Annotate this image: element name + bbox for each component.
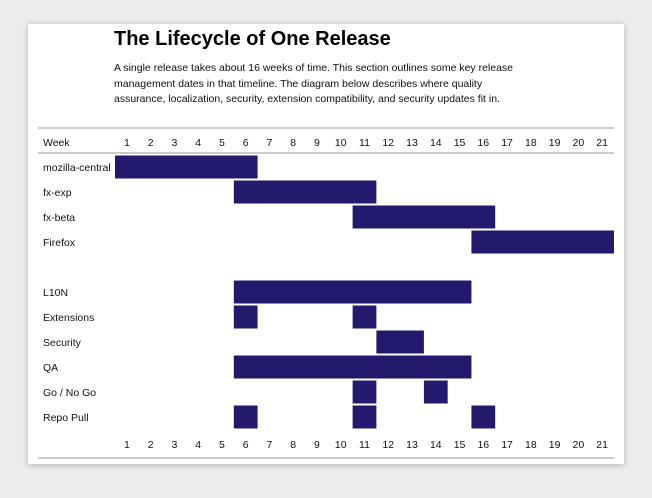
week-tick-label-bottom: 9: [314, 439, 320, 451]
week-tick-label-top: 8: [290, 137, 296, 149]
week-tick-label-top: 1: [124, 137, 130, 149]
row-label: QA: [43, 362, 58, 374]
week-tick-label-bottom: 4: [195, 439, 201, 451]
week-tick-label-bottom: 17: [501, 439, 513, 451]
timeline-bar: [233, 280, 472, 304]
week-tick-label-bottom: 1: [124, 439, 130, 451]
week-tick-label-top: 9: [314, 137, 320, 149]
timeline-bar: [423, 380, 448, 404]
week-tick-label-top: 10: [335, 137, 347, 149]
row-label: Firefox: [43, 237, 76, 249]
row-label: Security: [43, 337, 82, 349]
week-tick-label-bottom: 20: [573, 439, 585, 451]
week-tick-label-top: 21: [596, 137, 608, 149]
week-tick-label-bottom: 19: [549, 439, 561, 451]
timeline-bar: [233, 305, 258, 329]
week-tick-label-bottom: 21: [596, 439, 608, 451]
week-tick-label-bottom: 13: [406, 439, 418, 451]
week-tick-label-bottom: 2: [148, 439, 154, 451]
diagram-title: The Lifecycle of One Release: [114, 28, 391, 50]
timeline-bar: [115, 155, 258, 179]
timeline-bar: [471, 405, 496, 429]
timeline-bar: [233, 180, 377, 204]
week-header-label: Week: [43, 137, 70, 149]
week-tick-label-bottom: 16: [477, 439, 489, 451]
week-tick-label-top: 18: [525, 137, 537, 149]
timeline-bar: [233, 405, 258, 429]
timeline-bar: [352, 380, 377, 404]
week-tick-label-bottom: 12: [382, 439, 394, 451]
week-tick-label-bottom: 3: [171, 439, 177, 451]
week-tick-label-top: 2: [148, 137, 154, 149]
timeline-bar: [352, 205, 496, 229]
week-tick-label-bottom: 14: [430, 439, 442, 451]
timeline-bar: [471, 230, 614, 254]
row-label: L10N: [43, 287, 68, 299]
row-label: fx-exp: [43, 187, 72, 199]
week-tick-label-top: 5: [219, 137, 225, 149]
week-tick-label-top: 7: [267, 137, 273, 149]
week-tick-label-top: 3: [171, 137, 177, 149]
week-tick-label-top: 16: [477, 137, 489, 149]
week-tick-label-top: 17: [501, 137, 513, 149]
week-tick-label-bottom: 15: [454, 439, 466, 451]
week-tick-label-top: 20: [573, 137, 585, 149]
timeline-bar: [352, 405, 377, 429]
week-tick-label-top: 13: [406, 137, 418, 149]
week-tick-label-top: 15: [454, 137, 466, 149]
diagram-description: A single release takes about 16 weeks of…: [114, 62, 514, 105]
week-tick-label-bottom: 5: [219, 439, 225, 451]
week-tick-label-bottom: 10: [335, 439, 347, 451]
timeline-bar: [233, 355, 472, 379]
week-tick-label-top: 12: [382, 137, 394, 149]
timeline-bar: [376, 330, 424, 354]
week-tick-label-top: 14: [430, 137, 442, 149]
row-label: Extensions: [43, 312, 94, 324]
row-label: Go / No Go: [43, 387, 96, 399]
row-label: fx-beta: [43, 212, 75, 224]
timeline-bar: [352, 305, 377, 329]
row-label: Repo Pull: [43, 412, 89, 424]
week-tick-label-top: 19: [549, 137, 561, 149]
week-tick-label-bottom: 18: [525, 439, 537, 451]
week-tick-label-top: 4: [195, 137, 201, 149]
week-tick-label-bottom: 7: [267, 439, 273, 451]
week-tick-label-bottom: 11: [359, 439, 370, 451]
week-tick-label-top: 11: [359, 137, 370, 149]
week-tick-label-top: 6: [243, 137, 249, 149]
week-tick-label-bottom: 6: [243, 439, 249, 451]
row-label: mozilla-central: [43, 162, 111, 174]
week-tick-label-bottom: 8: [290, 439, 296, 451]
